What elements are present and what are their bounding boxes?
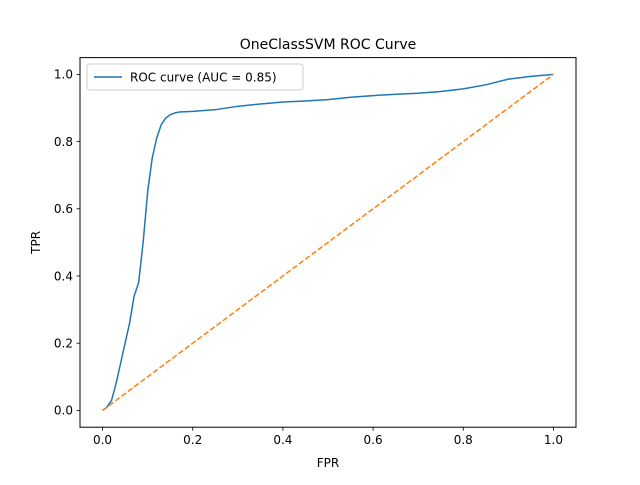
legend-box <box>86 63 304 91</box>
y-axis-label: TPR <box>29 231 43 255</box>
series-layer <box>102 73 554 412</box>
legend: ROC curve (AUC = 0.85) <box>86 63 304 91</box>
y-tick-label: 0.6 <box>54 202 73 216</box>
chart-title: OneClassSVM ROC Curve <box>240 37 417 53</box>
roc-curve-line <box>102 73 554 412</box>
y-tick-label: 0.2 <box>54 337 73 351</box>
y-tick-label: 0.0 <box>54 404 73 418</box>
axes-frame <box>79 57 577 428</box>
x-axis-label: FPR <box>317 456 339 470</box>
chance-diagonal-line <box>102 73 554 412</box>
x-tick-label: 0.8 <box>454 433 473 447</box>
y-tick-label: 0.4 <box>54 269 73 283</box>
y-tick-label: 1.0 <box>54 68 73 82</box>
x-tick-label: 1.0 <box>544 433 563 447</box>
legend-label-roc-curve: ROC curve (AUC = 0.85) <box>130 71 277 85</box>
plot-area: 0.0 0.2 0.4 0.6 0.8 1.0 0.0 0.2 0.4 0.6 0.8 1.0 <box>54 57 577 447</box>
x-tick-label: 0.6 <box>364 433 383 447</box>
y-tick-label: 0.8 <box>54 135 73 149</box>
x-tick-label: 0.0 <box>93 433 112 447</box>
x-tick-label: 0.4 <box>273 433 292 447</box>
x-ticks: 0.0 0.2 0.4 0.6 0.8 1.0 <box>93 427 563 447</box>
x-tick-label: 0.2 <box>183 433 202 447</box>
y-ticks: 0.0 0.2 0.4 0.6 0.8 1.0 <box>54 68 80 418</box>
